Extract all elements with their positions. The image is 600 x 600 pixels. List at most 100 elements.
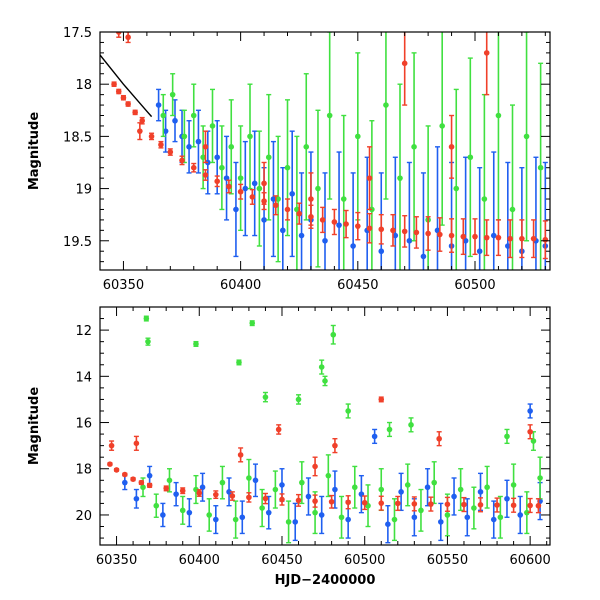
data-point <box>279 482 285 488</box>
data-point <box>298 232 305 239</box>
data-point <box>523 133 530 140</box>
data-point <box>439 123 445 129</box>
data-point <box>261 217 267 223</box>
y-tick-label: 19 <box>75 183 92 198</box>
y-tick-label: 12 <box>75 324 92 339</box>
data-point <box>510 502 517 509</box>
model-curve <box>100 54 153 118</box>
data-point <box>394 500 401 507</box>
data-point <box>438 519 444 525</box>
data-point <box>133 495 140 502</box>
data-point <box>483 50 490 56</box>
data-point <box>434 227 441 234</box>
data-point <box>233 206 239 213</box>
top-panel: 60350 60400 60450 60500 17.5 18 18.5 19 19.5 Mag… <box>27 26 551 293</box>
data-point <box>303 144 310 150</box>
data-point <box>196 490 203 496</box>
data-point <box>143 315 150 322</box>
data-point <box>292 519 299 525</box>
data-point <box>366 225 373 232</box>
data-point <box>397 175 403 181</box>
data-point <box>444 512 451 518</box>
data-point <box>214 178 220 185</box>
data-point <box>401 228 408 235</box>
data-point <box>226 489 232 495</box>
data-point <box>251 180 258 187</box>
data-point <box>527 428 533 435</box>
data-point <box>186 509 193 516</box>
data-point <box>179 487 186 494</box>
y-tick-label: 20 <box>75 509 92 524</box>
data-point <box>504 495 510 502</box>
data-point <box>345 408 351 414</box>
data-point <box>411 501 418 507</box>
data-point <box>193 486 199 493</box>
data-point <box>472 233 478 240</box>
data-point <box>408 422 414 428</box>
data-point <box>190 112 197 119</box>
data-point <box>350 243 356 249</box>
data-point <box>495 112 502 119</box>
data-point <box>206 512 212 518</box>
data-point <box>284 206 291 213</box>
data-point <box>495 234 502 241</box>
data-point <box>328 498 335 505</box>
data-point <box>464 514 471 521</box>
data-point <box>195 138 202 145</box>
y-tick-label: 19.5 <box>63 235 92 250</box>
data-point <box>158 141 164 148</box>
top-y-axis-title: Magnitude <box>27 112 42 191</box>
data-point <box>361 499 368 506</box>
data-point <box>246 494 252 501</box>
data-point <box>331 219 338 225</box>
data-point <box>318 512 325 518</box>
data-point <box>527 408 533 414</box>
data-point <box>461 501 467 508</box>
data-point <box>111 81 117 87</box>
data-point <box>237 452 244 458</box>
data-point <box>265 509 272 516</box>
bottom-y-axis-title: Magnitude <box>27 387 42 466</box>
data-point <box>448 144 455 150</box>
data-point <box>132 109 138 116</box>
data-point <box>305 493 312 500</box>
data-point <box>275 196 281 202</box>
data-point <box>315 185 321 192</box>
data-point <box>530 438 537 444</box>
data-point <box>524 509 530 516</box>
data-point <box>494 502 500 508</box>
y-tick-label: 18 <box>75 463 92 478</box>
data-point <box>418 507 424 514</box>
data-point <box>108 442 115 449</box>
data-point <box>332 486 338 493</box>
data-point <box>319 217 326 223</box>
data-point <box>398 489 404 495</box>
data-point <box>527 502 533 509</box>
data-series <box>111 81 549 260</box>
data-point <box>272 202 279 209</box>
bottom-panel-frame <box>99 306 551 546</box>
data-point <box>249 194 256 200</box>
data-point <box>209 123 216 129</box>
data-point <box>444 501 451 508</box>
data-point <box>247 133 253 140</box>
y-tick-label: 18.5 <box>63 130 92 145</box>
data-point <box>326 112 333 119</box>
data-point <box>226 183 232 190</box>
x-tick-label: 60600 <box>509 553 550 568</box>
data-point <box>386 426 393 433</box>
data-point <box>510 482 517 488</box>
data-point <box>411 514 418 521</box>
data-point <box>173 491 179 497</box>
data-point <box>343 221 349 227</box>
x-tick-label: 60450 <box>261 553 302 568</box>
data-point <box>537 164 544 171</box>
data-point <box>431 479 437 486</box>
y-tick-label: 16 <box>75 417 92 432</box>
data-point <box>378 226 385 233</box>
data-point <box>484 484 490 491</box>
data-point <box>509 206 516 213</box>
data-point <box>336 222 342 228</box>
data-point <box>477 489 484 495</box>
